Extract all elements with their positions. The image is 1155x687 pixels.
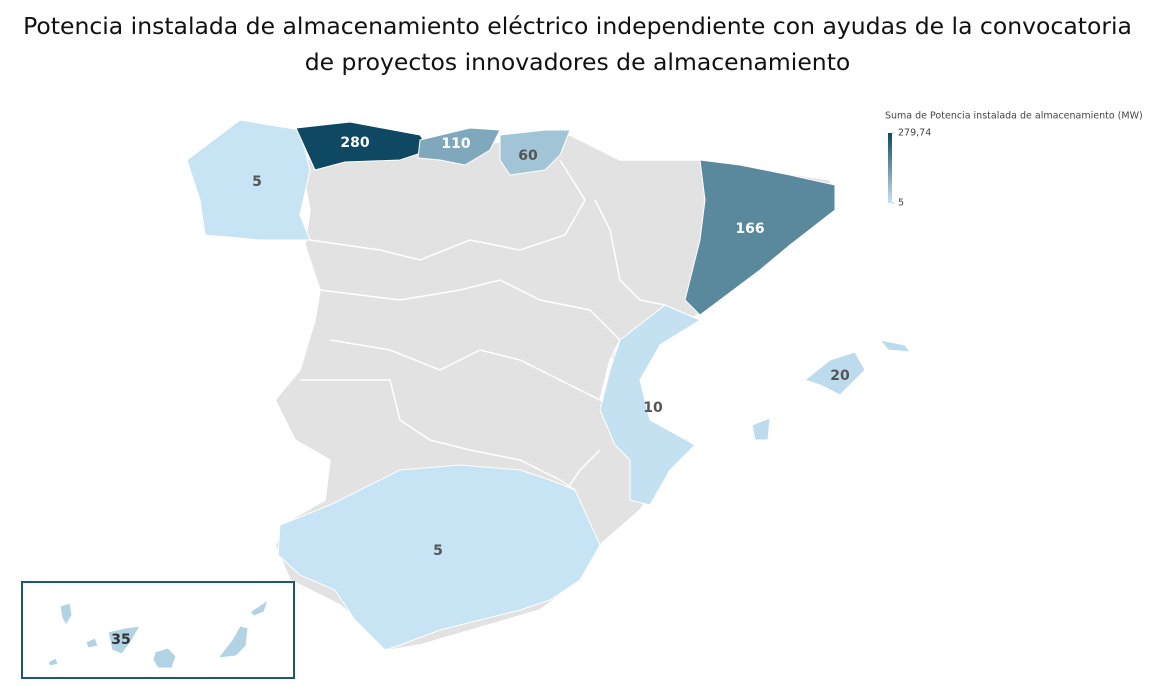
region [295,121,431,171]
region [277,464,601,651]
legend-tick-label: 279,74 [898,128,931,139]
value-label: 5 [433,543,443,559]
region [186,119,311,241]
region [684,159,836,316]
value-label: 280 [340,135,369,151]
region [751,339,912,441]
legend-tick-label: 5 [898,198,904,209]
value-label: 60 [518,148,538,164]
value-label: 10 [643,400,663,416]
region [417,127,501,166]
region-borders [300,159,666,502]
value-label: 5 [252,174,262,190]
value-label: 35 [111,632,130,648]
legend-bar [888,133,892,203]
value-label: 20 [830,368,850,384]
chart-title: Potencia instalada de almacenamiento elé… [23,12,1132,76]
region [47,598,269,669]
region [599,304,702,506]
legend-title: Suma de Potencia instalada de almacenami… [885,111,1143,122]
value-label: 166 [735,221,764,237]
region [499,129,571,176]
value-label: 110 [441,136,470,152]
